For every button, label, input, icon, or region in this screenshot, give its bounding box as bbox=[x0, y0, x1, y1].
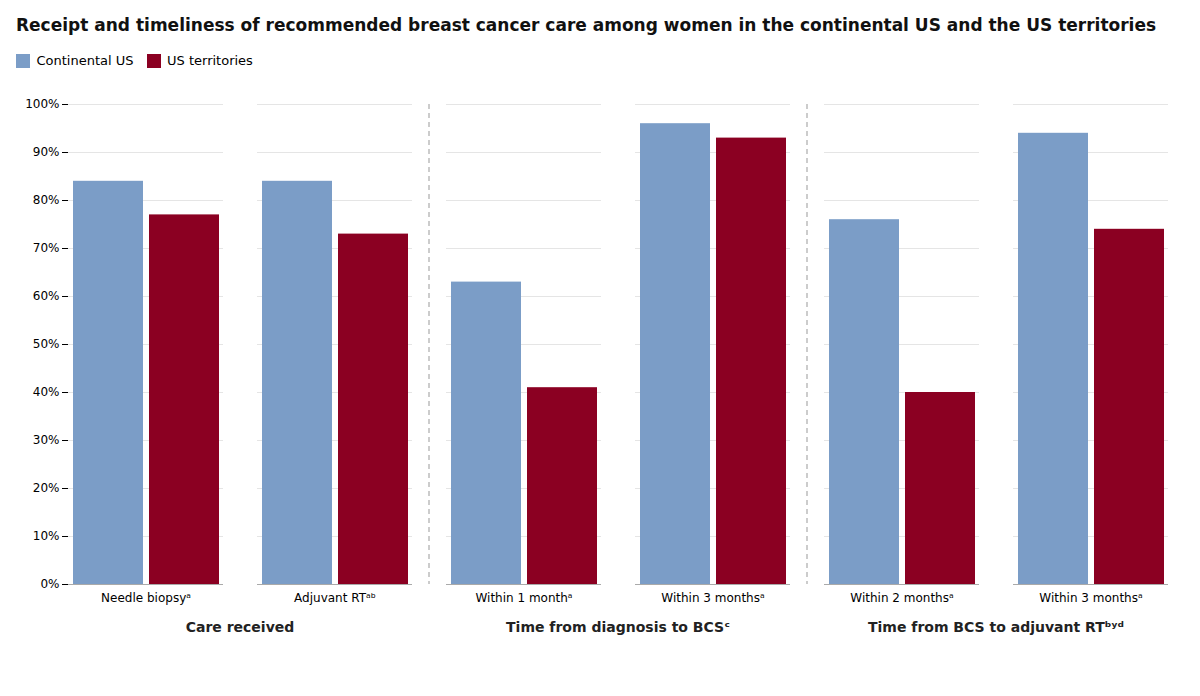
svg-text:50%: 50% bbox=[33, 337, 60, 351]
html-text:Receipt and timeliness of reco: Receipt and timeliness of recommended br… bbox=[16, 15, 1156, 35]
svg-text:30%: 30% bbox=[33, 433, 60, 447]
svg-text:10%: 10% bbox=[33, 529, 60, 543]
svg-text:100%: 100% bbox=[25, 97, 59, 111]
svg-text:20%: 20% bbox=[33, 481, 60, 495]
svg-text:90%: 90% bbox=[33, 145, 60, 159]
html-text:Continental US: Continental US bbox=[36, 53, 134, 69]
svg-text:40%: 40% bbox=[33, 385, 60, 399]
svg-text:0%: 0% bbox=[40, 577, 59, 591]
svg-text:Needle biopsyᵃ: Needle biopsyᵃ bbox=[101, 591, 191, 605]
svg-text:Within 2 monthsᵃ: Within 2 monthsᵃ bbox=[850, 591, 953, 605]
svg-text:Care received: Care received bbox=[186, 619, 295, 635]
svg-text:Time from BCS to adjuvant RTᵇʸ: Time from BCS to adjuvant RTᵇʸᵈ bbox=[868, 619, 1124, 635]
svg-text:Within 1 monthᵃ: Within 1 monthᵃ bbox=[475, 591, 572, 605]
svg-text:Adjuvant RTᵃᵇ: Adjuvant RTᵃᵇ bbox=[294, 591, 376, 605]
svg-text:Time from diagnosis to BCSᶜ: Time from diagnosis to BCSᶜ bbox=[506, 619, 730, 635]
html-text:US territories: US territories bbox=[167, 53, 253, 69]
svg-text:70%: 70% bbox=[33, 241, 60, 255]
svg-text:Within 3 monthsᵃ: Within 3 monthsᵃ bbox=[1039, 591, 1142, 605]
svg-text:80%: 80% bbox=[33, 193, 60, 207]
svg-text:Within 3 monthsᵃ: Within 3 monthsᵃ bbox=[661, 591, 764, 605]
svg-text:60%: 60% bbox=[33, 289, 60, 303]
